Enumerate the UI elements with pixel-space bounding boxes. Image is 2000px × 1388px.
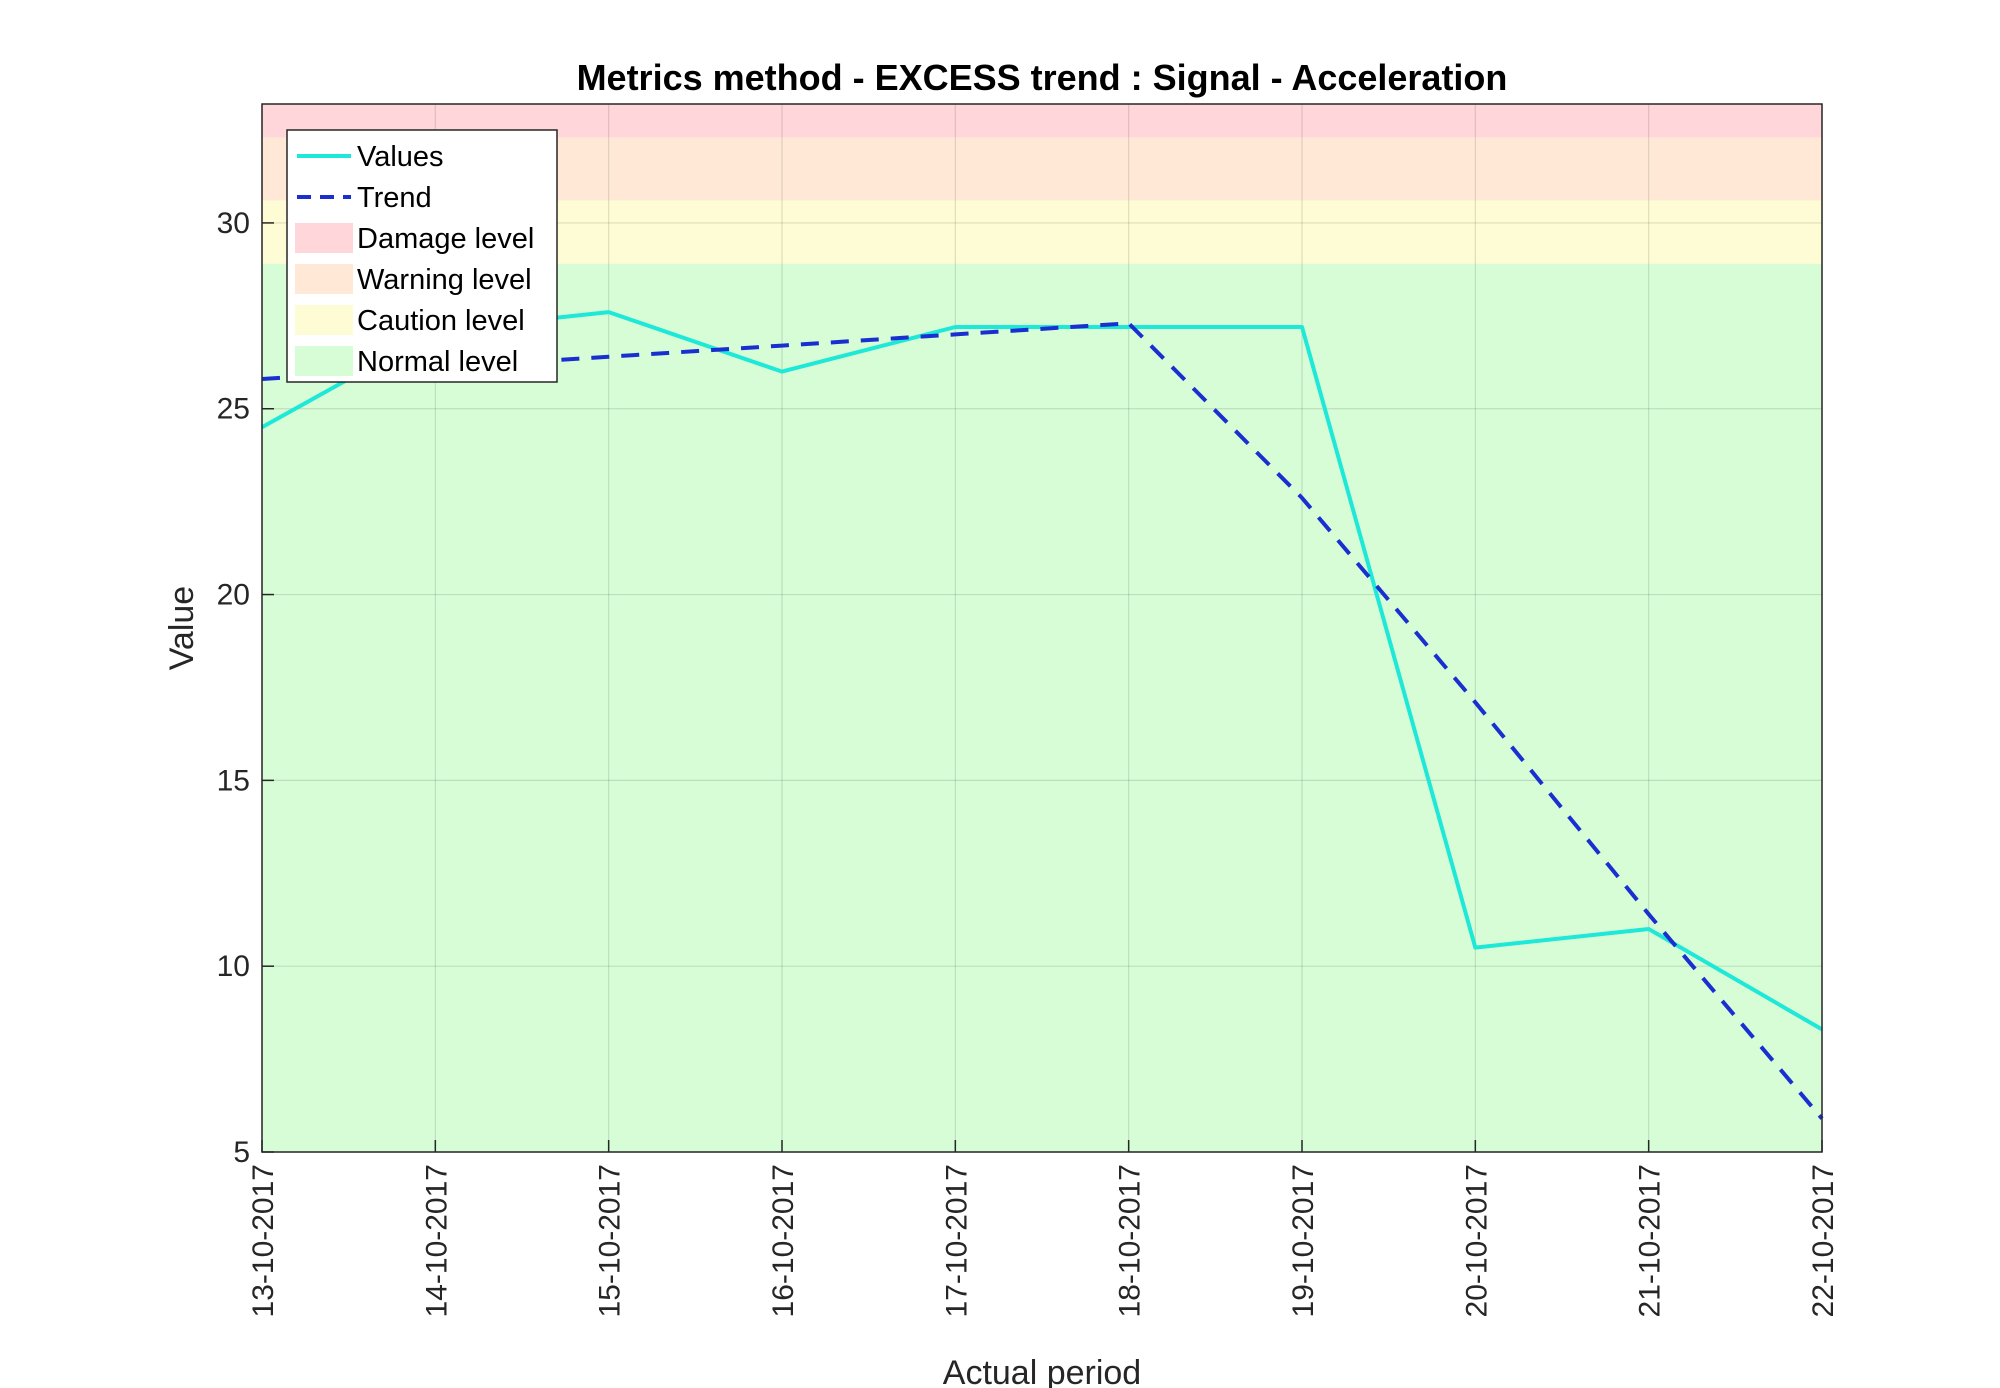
x-ticks: 13-10-2017 14-10-2017 15-10-2017 16-10-2017… — [247, 1140, 1840, 1317]
legend-values-label: Values — [357, 141, 444, 173]
y-tick-label: 30 — [217, 207, 250, 240]
x-tick-label: 20-10-2017 — [1460, 1164, 1493, 1317]
x-tick-label: 19-10-2017 — [1287, 1164, 1320, 1317]
legend-normal-level-label: Normal level — [357, 346, 518, 378]
legend-box — [286, 129, 558, 383]
legend-trend-label: Trend — [357, 182, 432, 214]
y-axis-label: Value — [163, 586, 201, 670]
legend-warning-level-label: Warning level — [357, 264, 532, 296]
series-trend-line — [261, 321, 1824, 1120]
legend-warning-level-swatch — [295, 264, 353, 294]
x-tick-label: 15-10-2017 — [594, 1164, 627, 1317]
legend-caution-level-label: Caution level — [357, 305, 525, 337]
x-tick-label: 17-10-2017 — [940, 1164, 973, 1317]
legend-damage-level-swatch — [295, 223, 353, 253]
y-tick-label: 25 — [217, 393, 250, 426]
x-tick-label: 22-10-2017 — [1807, 1164, 1840, 1317]
x-tick-label: 14-10-2017 — [420, 1164, 453, 1317]
x-tick-label: 13-10-2017 — [247, 1164, 280, 1317]
legend: Values Trend Damage level Warning level Caut… — [286, 129, 558, 383]
y-tick-label: 15 — [217, 764, 250, 797]
y-ticks: 5 10 15 20 25 30 — [217, 207, 274, 1169]
x-axis-label: Actual period — [943, 1354, 1141, 1388]
band-normal-level — [262, 263, 1822, 1153]
y-tick-label: 10 — [217, 950, 250, 983]
x-tick-label: 21-10-2017 — [1634, 1164, 1667, 1317]
y-tick-label: 5 — [233, 1136, 250, 1169]
legend-normal-level-swatch — [295, 346, 353, 376]
axes-box — [261, 103, 1823, 1153]
legend-caution-level-swatch — [295, 305, 353, 335]
y-tick-label: 20 — [217, 579, 250, 612]
legend-damage-level-label: Damage level — [357, 223, 534, 255]
threshold-bands — [262, 104, 1822, 1153]
chart-title: Metrics method - EXCESS trend : Signal -… — [577, 57, 1508, 98]
x-tick-label: 18-10-2017 — [1114, 1164, 1147, 1317]
x-tick-label: 16-10-2017 — [767, 1164, 800, 1317]
